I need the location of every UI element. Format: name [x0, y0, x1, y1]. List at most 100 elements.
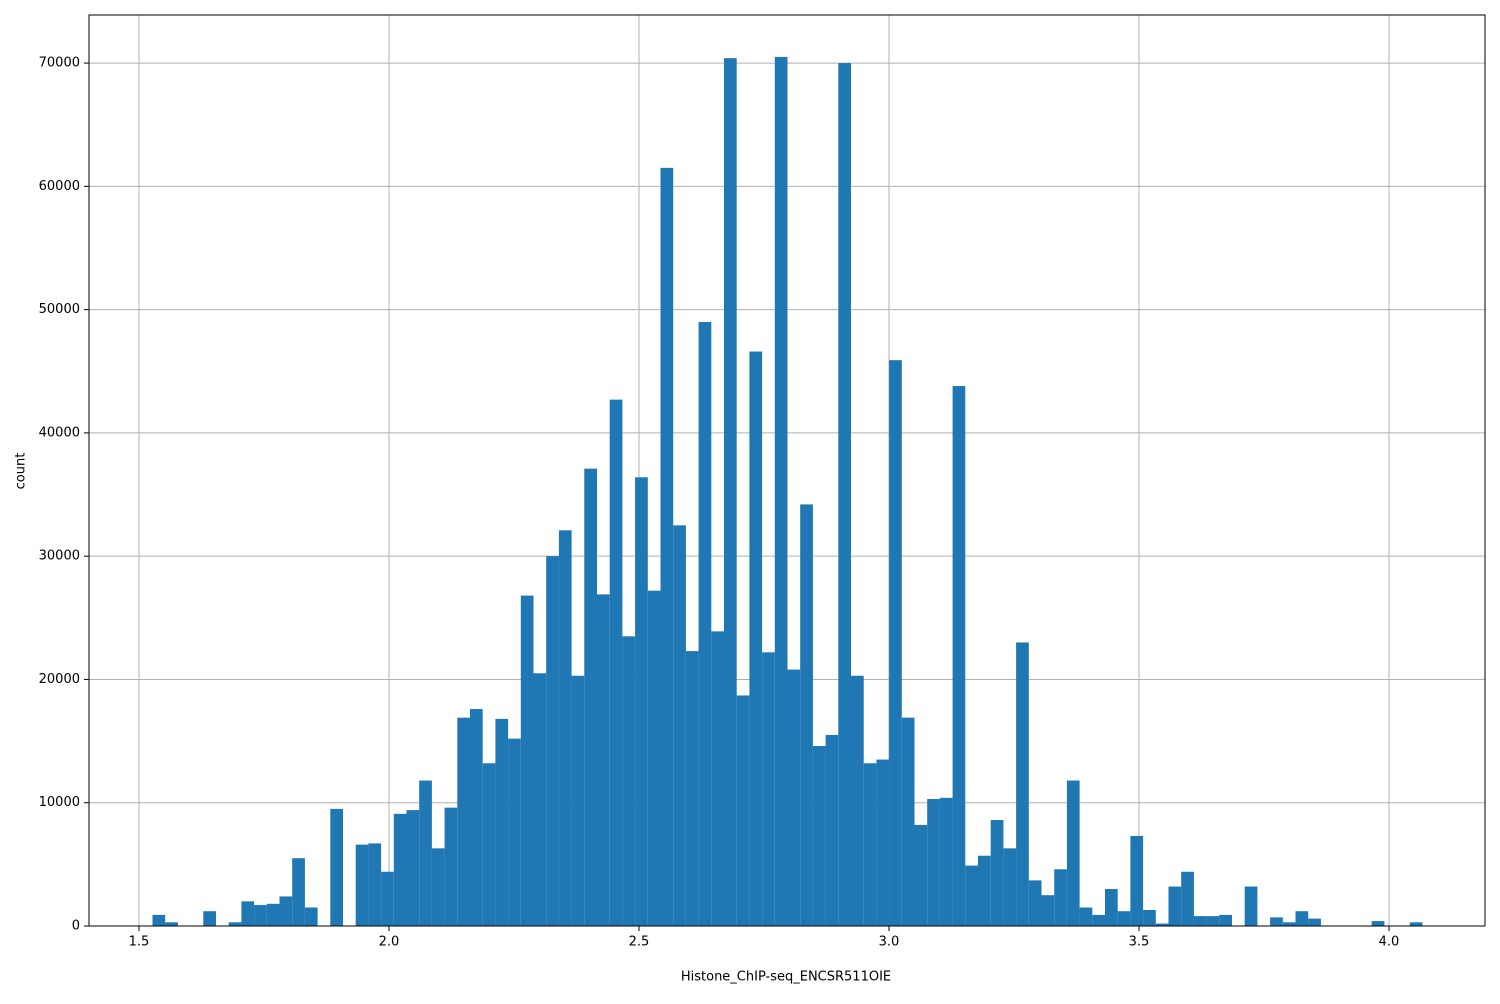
bar	[571, 675, 585, 926]
bar	[1105, 889, 1118, 926]
bar	[1155, 923, 1169, 926]
axes-frame	[88, 14, 1486, 927]
bar	[1409, 922, 1423, 926]
x-tick-label: 2.0	[379, 935, 400, 950]
bar	[254, 905, 267, 926]
bar	[533, 673, 547, 926]
y-tick-label: 20000	[39, 672, 80, 687]
bar	[368, 843, 382, 926]
bar	[279, 896, 293, 926]
bar	[546, 556, 559, 926]
bar	[482, 763, 496, 926]
x-tick-label: 2.5	[629, 935, 650, 950]
bar	[952, 386, 966, 926]
bar	[520, 595, 534, 926]
bar	[927, 799, 940, 926]
bar	[762, 652, 775, 926]
y-tick-label: 60000	[39, 179, 80, 194]
bar	[1219, 914, 1232, 926]
bar	[711, 631, 724, 926]
y-tick-label: 10000	[39, 795, 80, 810]
bar	[241, 901, 255, 926]
bar	[203, 911, 216, 926]
bar	[800, 504, 813, 926]
bar	[990, 819, 1004, 926]
bar	[431, 848, 445, 926]
bar	[609, 399, 623, 926]
bar	[266, 903, 280, 926]
bar	[876, 759, 890, 926]
bar	[647, 590, 661, 926]
bar	[330, 808, 343, 926]
bar	[1016, 642, 1029, 926]
y-tick-label: 70000	[39, 56, 80, 71]
x-tick-label: 1.5	[129, 935, 150, 950]
bar	[292, 858, 305, 926]
bar	[393, 813, 407, 926]
bar	[622, 636, 636, 926]
bar	[1206, 916, 1220, 926]
y-axis-label: count	[14, 453, 29, 490]
bar	[1079, 907, 1093, 926]
bar	[597, 594, 610, 926]
bar	[558, 530, 572, 926]
bar	[889, 360, 902, 926]
bar	[1193, 916, 1207, 926]
bar	[406, 810, 420, 926]
bar	[787, 669, 801, 926]
bar	[1041, 895, 1055, 926]
y-tick-label: 30000	[39, 549, 80, 564]
bar	[812, 746, 826, 926]
bar	[1028, 880, 1042, 926]
bar	[1371, 921, 1385, 926]
bar	[1308, 918, 1321, 926]
bar	[685, 651, 699, 926]
x-tick-label: 3.5	[1129, 935, 1150, 950]
bar	[978, 855, 991, 926]
bar	[774, 56, 788, 927]
bar	[736, 695, 750, 926]
bar	[1282, 922, 1296, 926]
bar	[495, 718, 509, 926]
bar	[1003, 848, 1017, 926]
bar	[1117, 911, 1131, 926]
bar	[1168, 886, 1182, 926]
bar	[228, 922, 242, 926]
bar	[381, 871, 394, 926]
bar	[152, 914, 166, 926]
bar	[1181, 871, 1194, 926]
bar	[419, 780, 432, 926]
bar	[660, 167, 674, 927]
x-axis-label: Histone_ChIP-seq_ENCSR511OIE	[681, 970, 891, 985]
bar	[673, 525, 686, 926]
bar	[1295, 911, 1309, 926]
bar	[1270, 917, 1283, 926]
bar	[584, 468, 597, 926]
x-tick-label: 4.0	[1379, 935, 1400, 950]
bar	[1054, 869, 1067, 926]
bar	[825, 734, 839, 926]
bar	[838, 63, 851, 926]
bar	[1143, 909, 1156, 926]
bar	[470, 709, 483, 926]
bar	[749, 351, 763, 926]
bar	[165, 922, 178, 926]
bar	[724, 58, 737, 927]
bar	[698, 321, 712, 926]
bar	[355, 844, 369, 926]
bars	[152, 56, 1423, 927]
bar	[1244, 886, 1258, 926]
bar	[965, 865, 978, 926]
y-tick-label: 50000	[39, 302, 80, 317]
bar	[457, 717, 470, 926]
bar	[863, 763, 877, 926]
bar	[1130, 836, 1144, 926]
bar	[508, 738, 521, 926]
bar	[914, 824, 928, 926]
bar	[901, 717, 915, 926]
bar	[444, 807, 458, 926]
y-tick-label: 0	[72, 919, 80, 934]
bar	[1092, 914, 1105, 926]
bar	[304, 907, 318, 926]
